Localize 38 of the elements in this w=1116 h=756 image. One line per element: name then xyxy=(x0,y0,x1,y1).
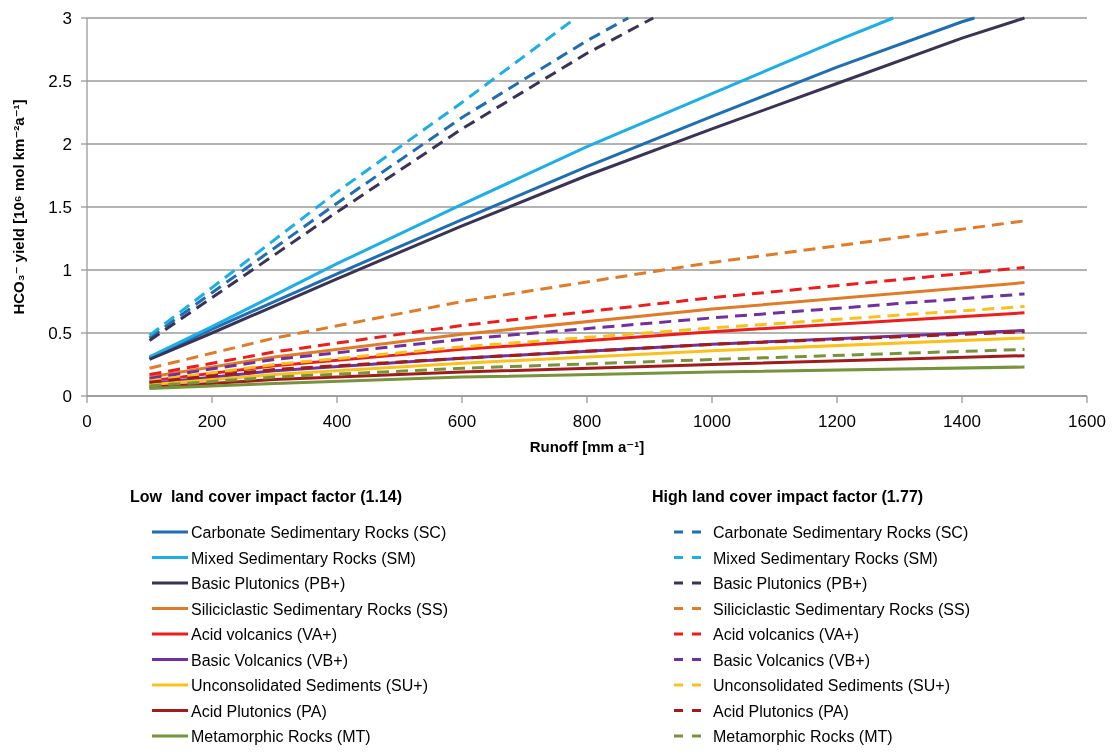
legend-label: Mixed Sedimentary Rocks (SM) xyxy=(191,549,416,567)
legend-label: Basic Volcanics (VB+) xyxy=(191,651,348,669)
x-tick-label: 1600 xyxy=(1068,412,1106,431)
x-tick-label: 1200 xyxy=(818,412,856,431)
x-tick-label: 1000 xyxy=(693,412,731,431)
y-tick-label: 1 xyxy=(62,261,72,280)
legend-label: Siliciclastic Sedimentary Rocks (SS) xyxy=(191,600,448,618)
legend-label: Acid volcanics (VA+) xyxy=(191,626,337,643)
y-axis-title: HCO₃⁻ yield [10⁶ mol km⁻²a⁻¹] xyxy=(10,99,27,315)
x-tick-label: 200 xyxy=(197,412,227,431)
x-tick-label: 800 xyxy=(572,412,602,431)
legend-label: Basic Plutonics (PB+) xyxy=(713,575,868,592)
legend-label: Mixed Sedimentary Rocks (SM) xyxy=(713,549,938,567)
x-tick-label: 1400 xyxy=(943,412,981,431)
y-tick-label: 2.5 xyxy=(48,72,72,91)
legend-label: Carbonate Sedimentary Rocks (SC) xyxy=(713,524,969,541)
x-tick-label: 600 xyxy=(447,412,477,431)
x-tick-label: 0 xyxy=(82,412,92,431)
legend-label: Metamorphic Rocks (MT) xyxy=(713,728,893,745)
x-axis-title: Runoff [mm a⁻¹] xyxy=(529,438,645,455)
legend-label: Acid volcanics (VA+) xyxy=(713,626,859,643)
legend-label: Acid Plutonics (PA) xyxy=(191,702,327,720)
legend-label: Basic Plutonics (PB+) xyxy=(191,575,346,592)
legend-label: Siliciclastic Sedimentary Rocks (SS) xyxy=(713,600,970,618)
legend-label: Metamorphic Rocks (MT) xyxy=(191,728,371,745)
legend-label: Acid Plutonics (PA) xyxy=(713,702,849,720)
y-tick-label: 1.5 xyxy=(48,198,72,217)
legend-label: Unconsolidated Sediments (SU+) xyxy=(713,677,951,694)
y-tick-label: 3 xyxy=(62,9,72,28)
legend-label: Unconsolidated Sediments (SU+) xyxy=(191,677,429,694)
y-tick-label: 0.5 xyxy=(48,324,72,343)
legend-label: Carbonate Sedimentary Rocks (SC) xyxy=(191,524,447,541)
legend-title: Low land cover impact factor (1.14) xyxy=(130,488,403,505)
y-tick-label: 2 xyxy=(62,135,72,154)
x-tick-label: 400 xyxy=(322,412,352,431)
legend-label: Basic Volcanics (VB+) xyxy=(713,651,870,669)
text: High land cover impact factor (1.77) xyxy=(652,488,924,505)
y-tick-label: 0 xyxy=(62,387,72,406)
